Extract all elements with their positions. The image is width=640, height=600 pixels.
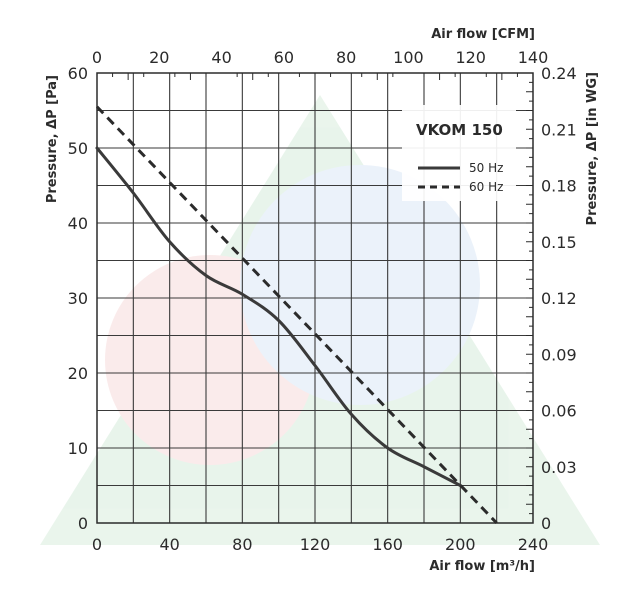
x-top-axis-title: Air flow [CFM] <box>431 27 535 42</box>
y-right-tick-label: 0.06 <box>541 402 577 421</box>
x-top-tick-label: 120 <box>455 48 486 67</box>
chart-title: VKOM 150 <box>416 121 503 139</box>
y-right-tick-label: 0.24 <box>541 64 577 83</box>
y-left-tick-label: 30 <box>68 289 88 308</box>
y-left-axis-title: Pressure, ΔP [Pa] <box>45 75 60 203</box>
series-line-50hz <box>95 146 462 487</box>
legend-label-50hz: 50 Hz <box>469 161 503 175</box>
x-bottom-tick-label: 200 <box>445 535 476 554</box>
x-top-tick-label: 60 <box>274 48 294 67</box>
y-right-axis-title: Pressure, ΔP [in WG] <box>585 72 600 225</box>
x-bottom-axis-title: Air flow [m³/h] <box>429 559 535 574</box>
x-bottom-tick-label: 120 <box>300 535 331 554</box>
y-left-tick-label: 50 <box>68 139 88 158</box>
y-left-tick-label: 0 <box>78 514 88 533</box>
y-right-tick-label: 0.18 <box>541 177 577 196</box>
axis-ticks <box>112 72 533 524</box>
right-tick-labels: 0 0.03 0.06 0.09 0.12 0.15 0.18 0.21 0.24 <box>541 64 577 533</box>
y-right-tick-label: 0 <box>541 514 551 533</box>
left-tick-labels: 0 10 20 30 40 50 60 <box>68 64 88 533</box>
x-bottom-tick-label: 40 <box>159 535 179 554</box>
x-bottom-tick-label: 160 <box>372 535 403 554</box>
x-bottom-tick-label: 0 <box>92 535 102 554</box>
x-top-tick-label: 140 <box>518 48 549 67</box>
y-left-tick-label: 20 <box>68 364 88 383</box>
series-line-60hz <box>95 105 498 525</box>
y-left-tick-label: 40 <box>68 214 88 233</box>
y-right-tick-label: 0.12 <box>541 289 577 308</box>
y-left-tick-label: 10 <box>68 439 88 458</box>
legend-label-60hz: 60 Hz <box>469 180 503 194</box>
legend: VKOM 150 50 Hz 60 Hz <box>402 105 516 201</box>
y-right-tick-label: 0.15 <box>541 233 577 252</box>
x-top-tick-label: 100 <box>393 48 424 67</box>
x-bottom-tick-label: 240 <box>518 535 549 554</box>
bottom-tick-labels: 0 40 80 120 160 200 240 <box>92 535 548 554</box>
y-right-tick-label: 0.09 <box>541 345 577 364</box>
series-layer <box>95 105 498 525</box>
legend-box <box>402 105 516 201</box>
x-top-tick-label: 80 <box>336 48 356 67</box>
y-right-tick-label: 0.21 <box>541 120 577 139</box>
y-right-tick-label: 0.03 <box>541 458 577 477</box>
x-bottom-tick-label: 80 <box>232 535 252 554</box>
x-top-tick-label: 20 <box>149 48 169 67</box>
top-tick-labels: 0 20 40 60 80 100 120 140 <box>92 48 548 67</box>
x-top-tick-label: 0 <box>92 48 102 67</box>
x-top-tick-label: 40 <box>211 48 231 67</box>
y-left-tick-label: 60 <box>68 64 88 83</box>
